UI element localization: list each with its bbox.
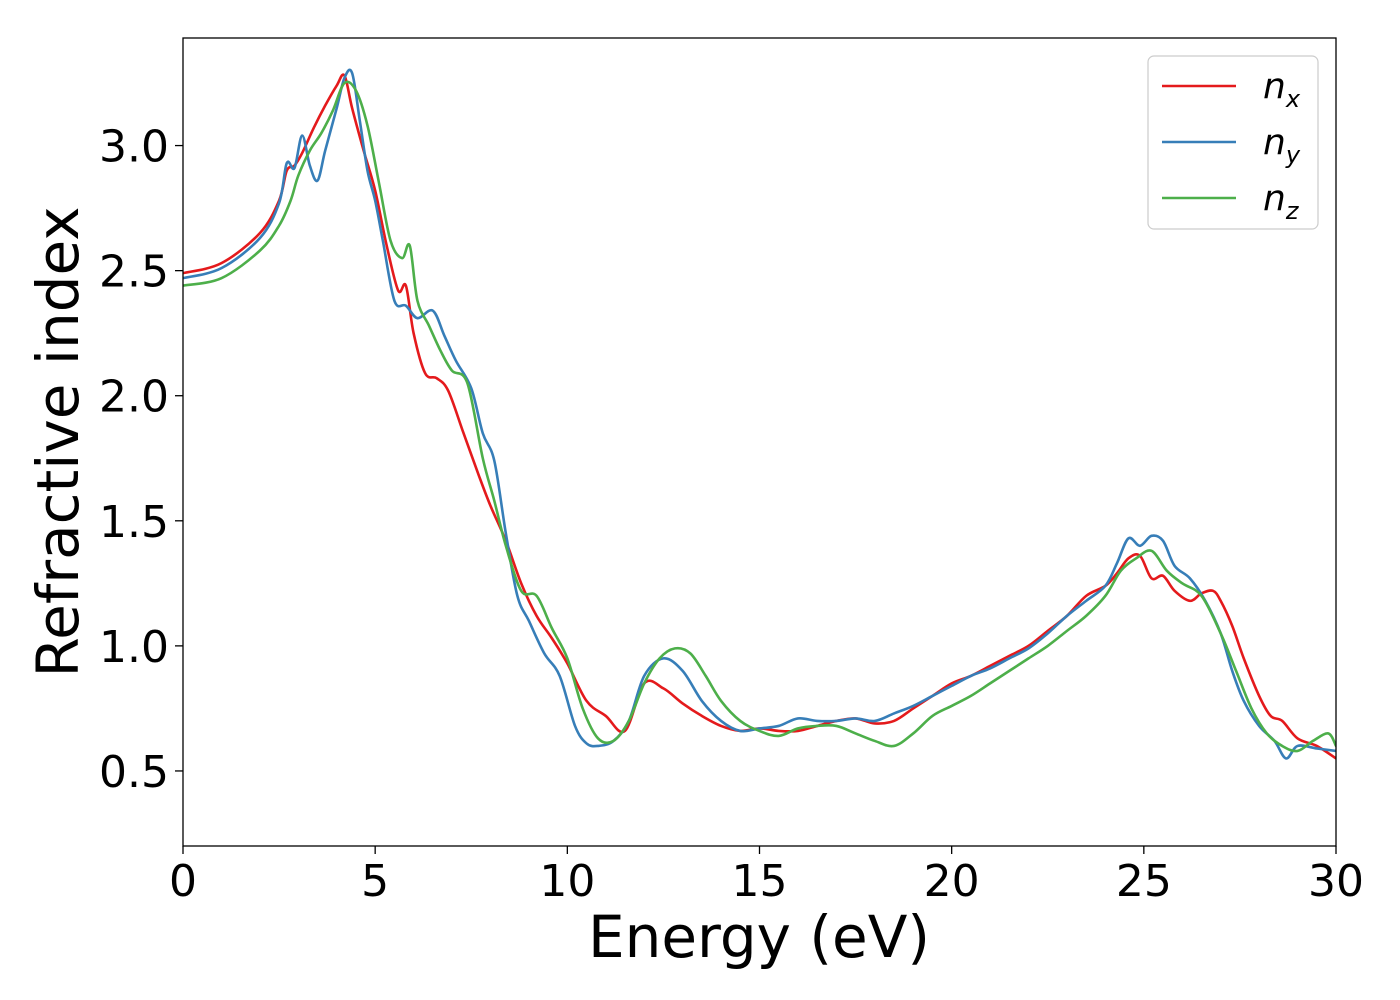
y-tick-label: 1.0 — [99, 622, 169, 673]
legend-label-x: nx — [1263, 66, 1301, 113]
x-tick-label: 0 — [169, 856, 197, 907]
x-tick-label: 20 — [924, 856, 980, 907]
x-tick-label: 25 — [1116, 856, 1172, 907]
y-tick-label: 2.0 — [99, 372, 169, 423]
legend-label-main: n — [1263, 178, 1286, 219]
x-tick-label: 5 — [361, 856, 389, 907]
y-axis-title: Refractive index — [24, 206, 92, 677]
legend-label-subscript: y — [1285, 141, 1301, 169]
x-tick-label: 15 — [732, 856, 788, 907]
legend-label-main: n — [1263, 66, 1286, 107]
legend-label-subscript: x — [1285, 85, 1301, 113]
legend-label-z: nz — [1263, 178, 1300, 225]
y-tick-label: 1.5 — [99, 497, 169, 548]
y-tick-label: 3.0 — [99, 122, 169, 173]
y-tick-label: 2.5 — [99, 247, 169, 298]
x-tick-label: 30 — [1308, 856, 1364, 907]
legend-label-y: ny — [1263, 122, 1301, 169]
y-axis: 0.5 1.0 1.5 2.0 2.5 3.0 — [99, 122, 183, 798]
x-axis-title: Energy (eV) — [588, 903, 930, 971]
legend-label-main: n — [1263, 122, 1286, 163]
series-line-n-y — [183, 68, 1336, 760]
x-axis: 0 5 10 15 20 25 30 — [169, 846, 1364, 907]
series-layer — [183, 68, 1336, 760]
series-line-n-z — [183, 80, 1336, 753]
plot-area — [183, 38, 1336, 846]
x-tick-label: 10 — [539, 856, 595, 907]
y-tick-label: 0.5 — [99, 747, 169, 798]
legend-label-subscript: z — [1285, 197, 1300, 225]
